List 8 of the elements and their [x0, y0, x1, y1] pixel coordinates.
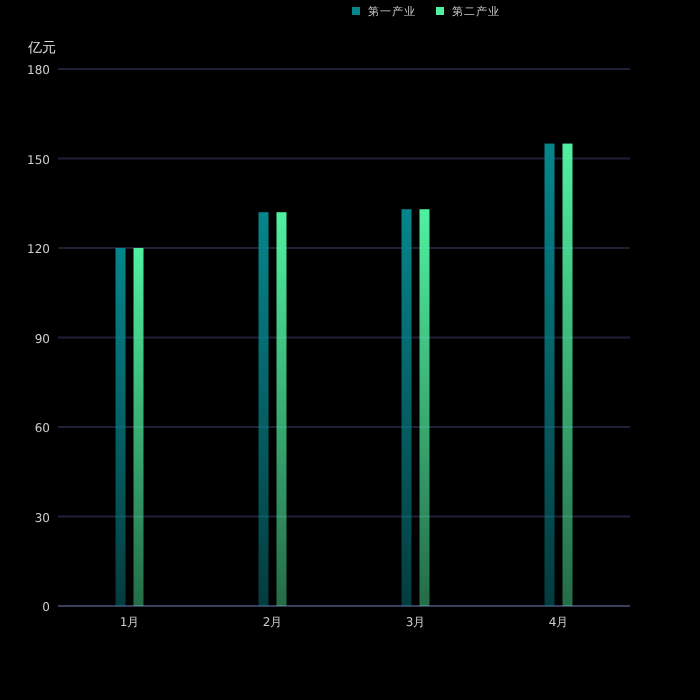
bar — [419, 209, 430, 606]
bar — [115, 248, 126, 606]
bar — [133, 248, 144, 606]
bar — [258, 212, 269, 606]
bar — [276, 212, 287, 606]
bar — [544, 143, 555, 606]
bar — [562, 143, 573, 606]
bar — [401, 209, 412, 606]
